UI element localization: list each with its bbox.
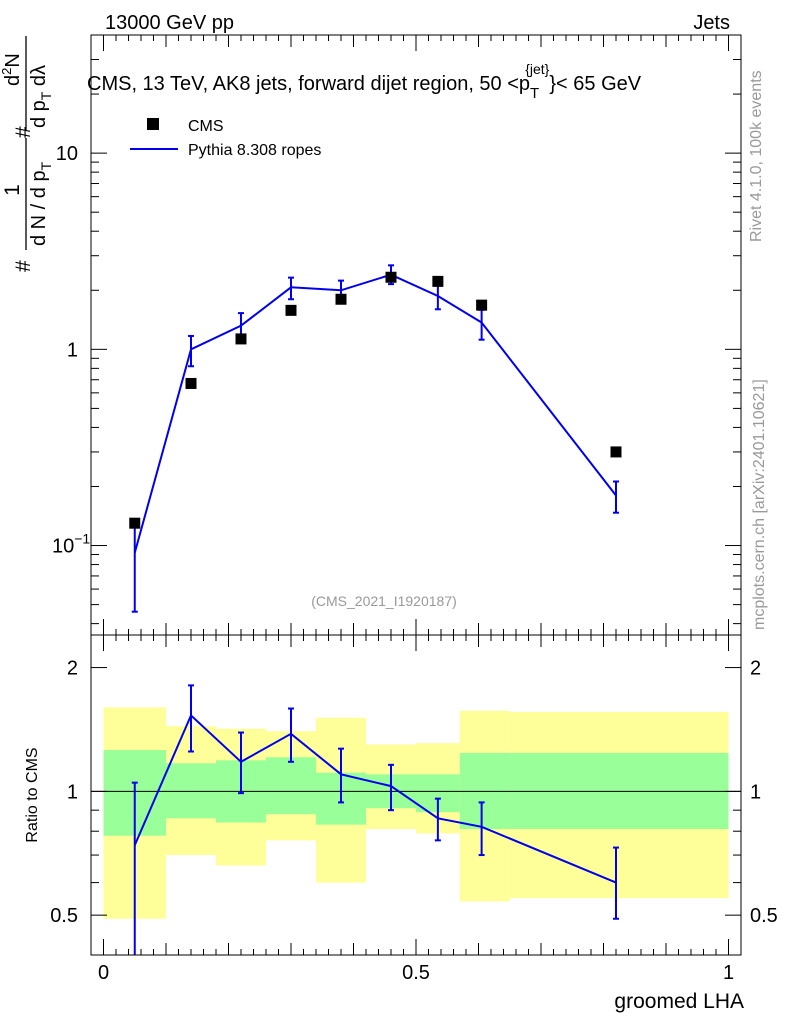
cms-data-point bbox=[185, 377, 197, 389]
ratio-y-tick-label-right: 2 bbox=[750, 658, 761, 680]
x-tick-label: 1 bbox=[723, 962, 734, 984]
main-axis-ticks bbox=[91, 34, 741, 635]
cms-data-point bbox=[129, 517, 141, 529]
ylabel-frac-den: d N / d pT bbox=[28, 161, 54, 246]
ratio-line bbox=[133, 713, 617, 884]
analysis-watermark: (CMS_2021_I1920187) bbox=[311, 593, 457, 609]
ratio-y-tick-label-left: 0.5 bbox=[50, 905, 78, 927]
cms-data-point bbox=[385, 271, 397, 283]
ratio-panel: 0.5 0.5 1 1 2 2 0 0.5 1 Ratio to CMS groomed LHA bbox=[24, 634, 778, 1013]
x-axis-label: groomed LHA bbox=[614, 990, 744, 1013]
ratio-uncertainty-bands bbox=[103, 707, 729, 919]
ratio-tick-labels: 0.5 0.5 1 1 2 2 0 0.5 1 bbox=[50, 658, 778, 984]
legend-pythia-label: Pythia 8.308 ropes bbox=[188, 142, 321, 159]
process-label: Jets bbox=[693, 12, 730, 34]
plot-title: CMS, 13 TeV, AK8 jets, forward dijet reg… bbox=[87, 61, 642, 102]
main-y-tick-label: 1 bbox=[67, 339, 78, 361]
cms-data-point bbox=[476, 299, 488, 311]
main-y-axis-label: # 1 d N / d pT # d2N d pT dλ bbox=[0, 36, 54, 272]
pythia-line bbox=[133, 273, 617, 553]
ratio-y-tick-label-right: 0.5 bbox=[750, 905, 778, 927]
x-tick-label: 0 bbox=[98, 962, 109, 984]
main-y-tick-label: 10−1 bbox=[52, 531, 90, 558]
ylabel-hash-2: # bbox=[12, 126, 35, 138]
main-y-tick-label: 10 bbox=[56, 143, 78, 165]
main-data-layer bbox=[129, 264, 622, 613]
main-panel: 10−1 1 10 (CMS_2021_I1920187) CMS, 13 TeV,… bbox=[0, 34, 742, 636]
legend-cms-marker bbox=[147, 118, 159, 130]
x-tick-label: 0.5 bbox=[402, 962, 430, 984]
cms-data-point bbox=[610, 446, 622, 458]
ylabel-hash-1: # bbox=[12, 260, 35, 272]
ratio-data-layer bbox=[131, 684, 619, 955]
ratio-green-band bbox=[166, 763, 216, 819]
ratio-y-tick-label-right: 1 bbox=[750, 781, 761, 803]
source-label: mcplots.cern.ch [arXiv:2401.10621] bbox=[751, 379, 768, 630]
energy-label: 13000 GeV pp bbox=[105, 12, 234, 34]
ylabel-den: d pT dλ bbox=[28, 65, 54, 128]
cms-data-point bbox=[285, 304, 297, 316]
legend-cms-label: CMS bbox=[188, 118, 224, 135]
cms-data-point bbox=[432, 275, 444, 287]
cms-data-point bbox=[235, 333, 247, 345]
ylabel-frac-num: 1 bbox=[1, 184, 24, 196]
rivet-label: Rivet 4.1.0, 100k events bbox=[748, 70, 765, 242]
ratio-axis-ticks bbox=[91, 635, 741, 956]
cms-data-point bbox=[335, 293, 347, 305]
ylabel-num: d2N bbox=[0, 53, 24, 86]
ratio-green-band bbox=[266, 757, 316, 815]
ratio-y-tick-label-left: 2 bbox=[67, 658, 78, 680]
ratio-y-tick-label-left: 1 bbox=[67, 781, 78, 803]
main-y-tick-labels: 10−1 1 10 bbox=[52, 143, 90, 557]
legend: CMS Pythia 8.308 ropes bbox=[130, 118, 321, 159]
ratio-y-axis-label: Ratio to CMS bbox=[24, 747, 41, 842]
